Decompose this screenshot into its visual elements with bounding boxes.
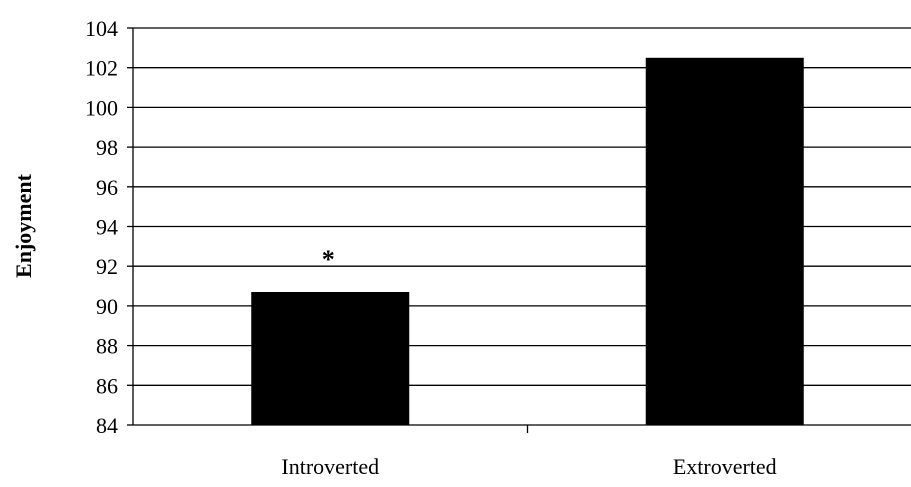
y-tick-label: 94 (96, 215, 118, 240)
bar-introverted (251, 292, 410, 425)
y-axis-label: Enjoyment (11, 173, 36, 278)
y-tick-label: 84 (96, 413, 118, 438)
y-tick-label: 100 (85, 95, 118, 120)
x-tick-labels: Introverted Extroverted (281, 454, 776, 479)
y-tick-label: 92 (96, 254, 118, 279)
annotations: * (322, 245, 335, 274)
bar-extroverted (645, 57, 804, 426)
y-tick-label: 98 (96, 135, 118, 160)
x-tick-label: Introverted (281, 454, 379, 479)
y-tick-labels: 84 86 88 90 92 94 96 98 100 102 104 (85, 16, 118, 438)
axes (127, 27, 911, 433)
y-tick-label: 104 (85, 16, 118, 41)
significance-marker: * (322, 245, 335, 274)
y-tick-label: 96 (96, 175, 118, 200)
y-tick-label: 88 (96, 334, 118, 359)
y-tick-label: 86 (96, 373, 118, 398)
bars (251, 57, 804, 426)
x-tick-label: Extroverted (673, 454, 777, 479)
y-tick-label: 90 (96, 294, 118, 319)
y-tick-label: 102 (85, 56, 118, 81)
